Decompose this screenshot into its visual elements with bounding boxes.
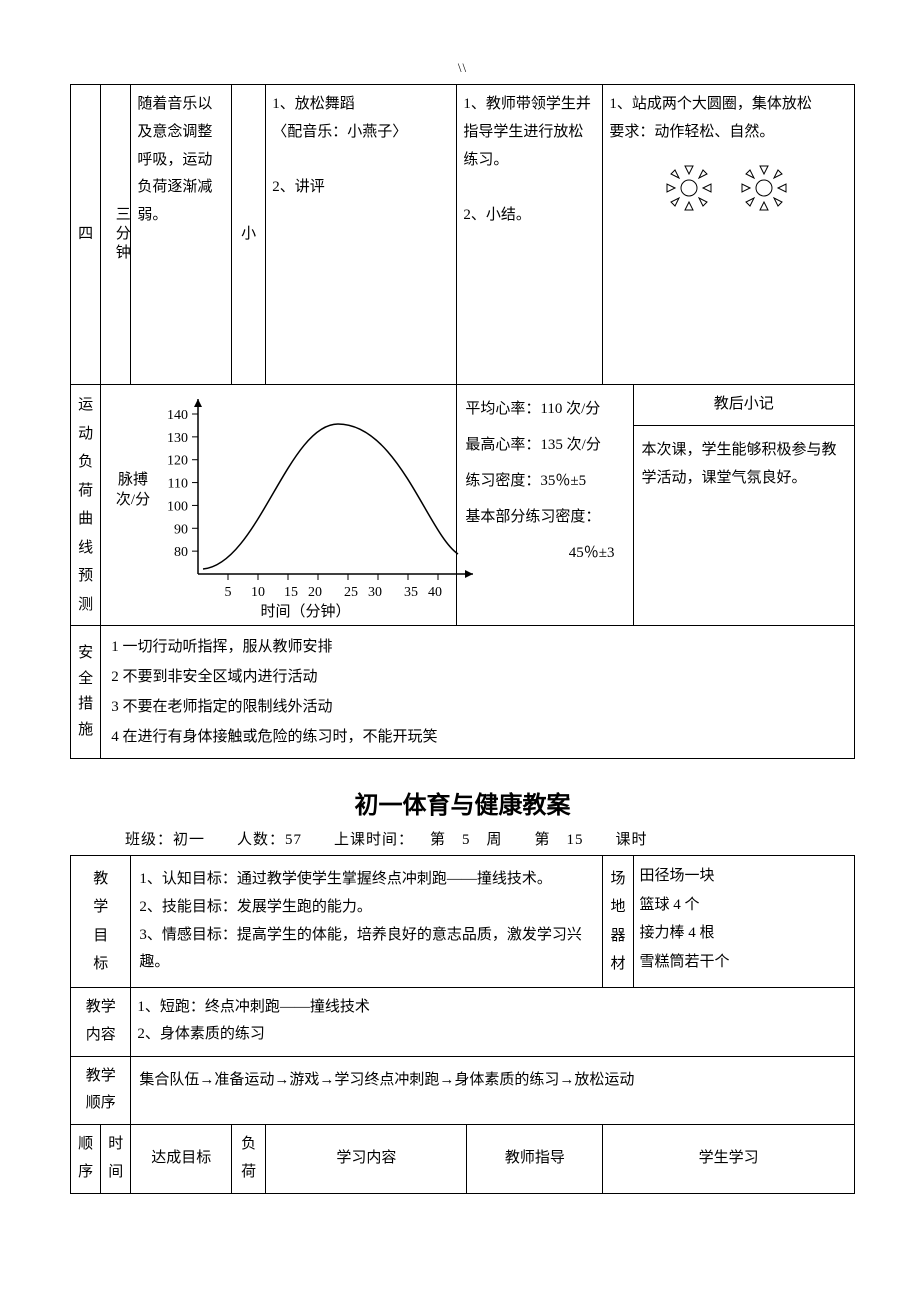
lesson-plan-title: 初一体育与健康教案	[70, 785, 855, 820]
svg-text:15: 15	[284, 585, 298, 600]
svg-text:40: 40	[428, 585, 442, 600]
duration-text: 三分钟	[107, 206, 136, 263]
notes-title: 教后小记	[633, 385, 854, 426]
hdr-teacher: 教师指导	[467, 1125, 603, 1194]
order-row: 教学顺序 集合队伍→准备运动→游戏→学习终点冲刺跑→身体素质的练习→放松运动	[71, 1056, 855, 1125]
content-label: 教学内容	[71, 988, 131, 1057]
table-row: 四 三分钟 随着音乐以及意念调整呼吸，运动负荷逐渐减弱。 小 1、放松舞蹈〈配音…	[71, 85, 855, 385]
lesson-table-2: 教学目标 1、认知目标：通过教学使学生掌握终点冲刺跑——撞线技术。2、技能目标：…	[70, 855, 855, 1194]
max-hr: 最高心率：135 次/分	[465, 427, 626, 463]
hdr-load: 负荷	[232, 1125, 266, 1194]
svg-text:120: 120	[167, 454, 188, 469]
notes-body: 本次课，学生能够积极参与教学活动，课堂气氛良好。	[633, 425, 854, 625]
hdr-seq: 顺序	[71, 1125, 101, 1194]
load-curve-label: 运动负荷曲线预测	[71, 385, 101, 626]
avg-hr: 平均心率：110 次/分	[465, 391, 626, 427]
stage-student: 1、站成两个大圆圈，集体放松要求：动作轻松、自然。	[603, 85, 855, 385]
svg-text:35: 35	[404, 585, 418, 600]
stage-content: 1、放松舞蹈〈配音乐：小燕子〉2、讲评	[266, 85, 457, 385]
svg-text:140: 140	[167, 408, 188, 423]
svg-text:5: 5	[225, 585, 232, 600]
hdr-student: 学生学习	[603, 1125, 855, 1194]
goals-body: 1、认知目标：通过教学使学生掌握终点冲刺跑——撞线技术。2、技能目标：发展学生跑…	[131, 856, 603, 988]
stage-goal: 随着音乐以及意念调整呼吸，运动负荷逐渐减弱。	[131, 85, 232, 385]
hdr-time: 时间	[101, 1125, 131, 1194]
goals-row: 教学目标 1、认知目标：通过教学使学生掌握终点冲刺跑——撞线技术。2、技能目标：…	[71, 856, 855, 988]
main-density-1: 基本部分练习密度：	[465, 499, 626, 535]
hdr-content: 学习内容	[266, 1125, 467, 1194]
heart-rate-chart: 140 130 120 110 100 90 80 脉搏次/分 5 10 15 20 25 30 35 40 时…	[103, 389, 483, 619]
svg-text:110: 110	[168, 477, 188, 492]
page-header-mark: \\	[70, 60, 855, 76]
svg-text:次/分: 次/分	[116, 491, 150, 508]
safety-row: 安全措施 1 一切行动听指挥，服从教师安排2 不要到非安全区域内进行活动3 不要…	[71, 626, 855, 759]
order-label: 教学顺序	[71, 1056, 131, 1125]
svg-text:25: 25	[344, 585, 358, 600]
goals-label: 教学目标	[71, 856, 131, 988]
student-text: 1、站成两个大圆圈，集体放松要求：动作轻松、自然。	[609, 91, 848, 147]
svg-text:130: 130	[167, 431, 188, 446]
safety-label-text: 安全措施	[77, 641, 94, 743]
equip-body: 田径场一块篮球 4 个接力棒 4 根雪糕筒若干个	[633, 856, 854, 988]
content-body: 1、短跑：终点冲刺跑——撞线技术2、身体素质的练习	[131, 988, 855, 1057]
stage-duration: 三分钟	[101, 85, 131, 385]
load-metrics: 平均心率：110 次/分 最高心率：135 次/分 练习密度：35％±5 基本部…	[457, 385, 633, 626]
lesson-info-line: 班级：初一 人数：57 上课时间： 第 5 周 第 15 课时	[70, 828, 855, 849]
svg-text:20: 20	[308, 585, 322, 600]
load-curve-chart-cell: 140 130 120 110 100 90 80 脉搏次/分 5 10 15 20 25 30 35 40 时…	[101, 385, 457, 626]
order-body: 集合队伍→准备运动→游戏→学习终点冲刺跑→身体素质的练习→放松运动	[131, 1056, 855, 1125]
svg-text:10: 10	[251, 585, 265, 600]
hdr-goal: 达成目标	[131, 1125, 232, 1194]
density: 练习密度：35％±5	[465, 463, 626, 499]
equip-label-text: 场地器材	[609, 865, 626, 979]
safety-items: 1 一切行动听指挥，服从教师安排2 不要到非安全区域内进行活动3 不要在老师指定…	[101, 626, 855, 759]
goals-label-text: 教学目标	[77, 865, 124, 979]
header-row: 顺序 时间 达成目标 负荷 学习内容 教师指导 学生学习	[71, 1125, 855, 1194]
svg-text:90: 90	[174, 522, 188, 537]
stage-teacher: 1、教师带领学生并指导学生进行放松练习。2、小结。	[457, 85, 603, 385]
safety-label: 安全措施	[71, 626, 101, 759]
svg-text:脉搏: 脉搏	[118, 471, 148, 488]
svg-text:80: 80	[174, 545, 188, 560]
load-curve-label-text: 运动负荷曲线预测	[77, 391, 94, 619]
stage-number: 四	[71, 85, 101, 385]
main-density-2: 45％±3	[465, 535, 626, 571]
lesson-table-1: 四 三分钟 随着音乐以及意念调整呼吸，运动负荷逐渐减弱。 小 1、放松舞蹈〈配音…	[70, 84, 855, 759]
svg-text:100: 100	[167, 499, 188, 514]
stage-load: 小	[232, 85, 266, 385]
svg-text:30: 30	[368, 585, 382, 600]
svg-text:时间（分钟）: 时间（分钟）	[261, 603, 351, 619]
equip-label: 场地器材	[603, 856, 633, 988]
content-row: 教学内容 1、短跑：终点冲刺跑——撞线技术2、身体素质的练习	[71, 988, 855, 1057]
formation-diagram-icon	[644, 153, 814, 223]
load-curve-row-top: 运动负荷曲线预测 1401301201101009080脉搏次/分5101520…	[71, 385, 855, 426]
